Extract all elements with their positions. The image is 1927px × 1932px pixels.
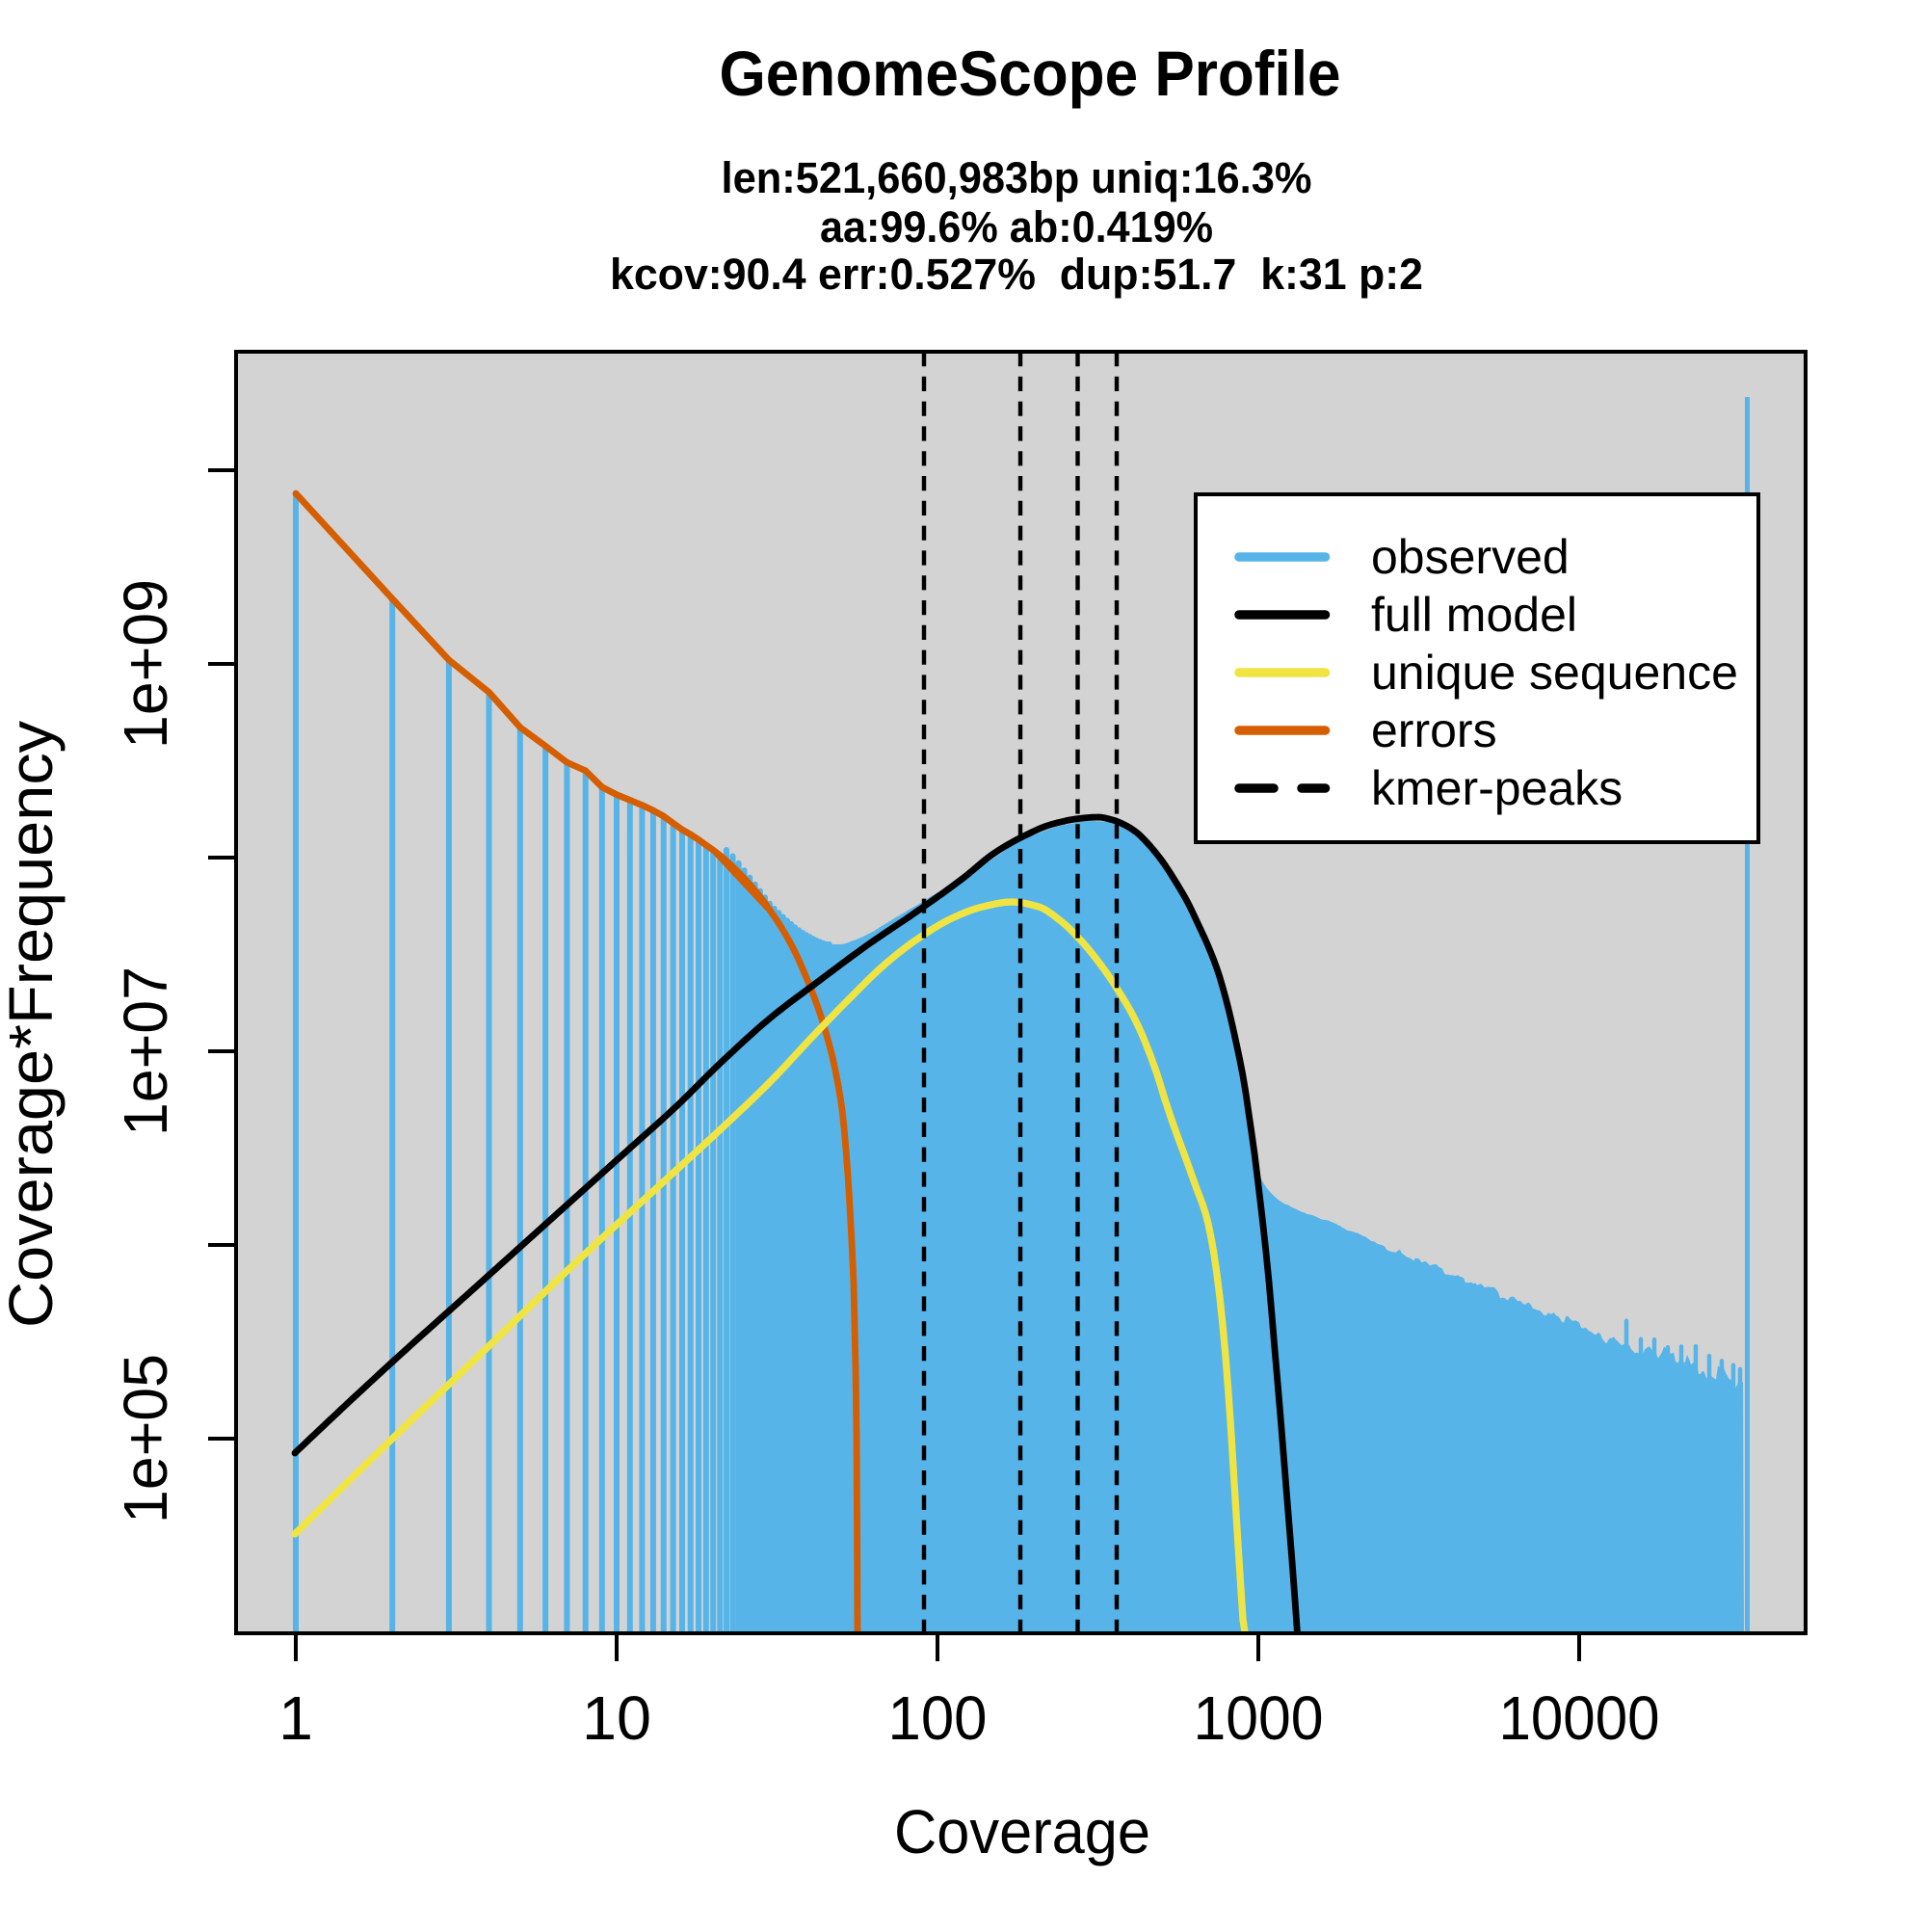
- svg-text:1e+07: 1e+07: [111, 966, 180, 1136]
- svg-text:10000: 10000: [1499, 1683, 1660, 1753]
- svg-text:Coverage: Coverage: [894, 1797, 1150, 1866]
- svg-text:unique sequence: unique sequence: [1371, 646, 1738, 700]
- svg-text:kmer-peaks: kmer-peaks: [1371, 761, 1623, 815]
- svg-text:GenomeScope Profile: GenomeScope Profile: [720, 38, 1341, 109]
- svg-text:1000: 1000: [1194, 1683, 1324, 1753]
- svg-text:full model: full model: [1371, 588, 1577, 642]
- svg-text:100: 100: [888, 1683, 988, 1753]
- svg-text:aa:99.6% ab:0.419%: aa:99.6% ab:0.419%: [820, 202, 1213, 251]
- svg-text:10: 10: [582, 1683, 651, 1753]
- svg-text:errors: errors: [1371, 703, 1497, 757]
- svg-text:1e+05: 1e+05: [111, 1354, 180, 1523]
- svg-text:observed: observed: [1371, 530, 1570, 584]
- svg-text:1: 1: [278, 1683, 313, 1753]
- svg-text:kcov:90.4 err:0.527% dup:51.7: kcov:90.4 err:0.527% dup:51.7 k:31 p:2: [610, 250, 1423, 299]
- svg-text:len:521,660,983bp uniq:16.3%: len:521,660,983bp uniq:16.3%: [722, 153, 1312, 202]
- svg-text:Coverage*Frequency: Coverage*Frequency: [0, 721, 66, 1328]
- svg-text:1e+09: 1e+09: [111, 579, 180, 749]
